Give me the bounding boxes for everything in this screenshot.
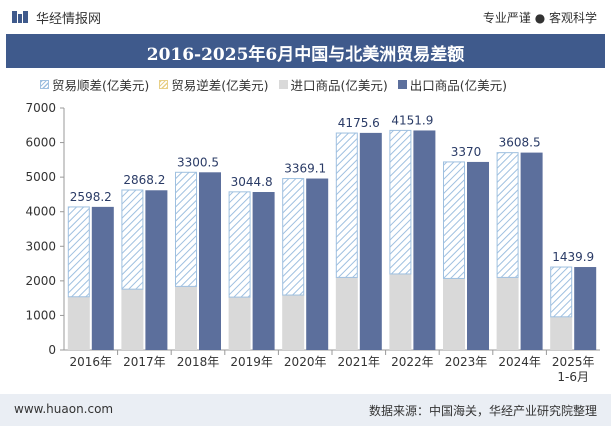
x-tick-label: 2022年 — [391, 355, 434, 369]
import-bar — [335, 277, 358, 350]
x-tick-label: 2023年 — [445, 355, 488, 369]
surplus-bar — [121, 189, 144, 290]
legend-label-surplus: 贸易顺差(亿美元) — [52, 78, 150, 93]
import-bar — [389, 273, 412, 350]
export-bar — [145, 190, 168, 350]
data-source: 数据来源：中国海关，华经产业研究院整理 — [368, 404, 597, 418]
surplus-data-label: 3300.5 — [177, 155, 219, 169]
legend-label-export: 出口商品(亿美元) — [409, 78, 508, 93]
axes: 0 1000 2000 3000 4000 5000 6000 7000 2016年 2017年 2… — [25, 101, 600, 384]
y-tick-label: 0 — [48, 343, 56, 357]
surplus-data-label: 2598.2 — [70, 190, 112, 204]
surplus-bar — [496, 152, 519, 278]
y-tick-label: 2000 — [25, 274, 56, 288]
legend-item-deficit: 贸易逆差(亿美元) — [159, 75, 269, 94]
import-bar — [443, 278, 465, 350]
surplus-bar — [550, 266, 573, 318]
surplus-data-label: 4175.6 — [338, 116, 380, 130]
x-tick-label: 2021年 — [338, 355, 381, 369]
surplus-bar — [228, 191, 251, 298]
y-tick-label: 3000 — [25, 239, 56, 253]
import-bar — [496, 277, 519, 350]
x-tick-label: 2024年 — [498, 355, 541, 369]
export-bar — [467, 161, 489, 350]
import-bar — [175, 286, 197, 350]
surplus-data-label: 3369.1 — [284, 162, 326, 176]
import-bar — [121, 289, 144, 350]
y-tick-label: 7000 — [25, 101, 56, 115]
bar-chart: 0 1000 2000 3000 4000 5000 6000 7000 2016年 2017年 2… — [25, 101, 600, 384]
legend-swatch-deficit — [159, 80, 169, 89]
footer: www.huaon.com 数据来源：中国海关，华经产业研究院整理 — [0, 394, 611, 426]
import-bar — [282, 295, 305, 350]
x-tick-label: 2016年 — [70, 355, 113, 369]
export-bar — [574, 267, 597, 350]
surplus-data-label: 3370 — [451, 145, 482, 159]
legend-item-import: 进口商品(亿美元) — [278, 75, 388, 94]
surplus-bar — [175, 171, 197, 287]
export-bar — [413, 130, 436, 350]
surplus-bar — [335, 132, 358, 278]
surplus-data-label: 3044.8 — [231, 175, 273, 189]
x-tick-label: 2019年 — [230, 355, 273, 369]
export-bar — [520, 152, 543, 350]
top-bar: 华经情报网 专业严谨 ● 客观科学 — [0, 0, 611, 34]
y-tick-label: 5000 — [25, 170, 56, 184]
surplus-bar — [389, 129, 412, 275]
bars — [67, 129, 597, 350]
export-bar — [199, 172, 221, 350]
y-tick-label: 4000 — [25, 205, 56, 219]
surplus-data-label: 4151.9 — [391, 113, 433, 127]
legend-item-export: 出口商品(亿美元) — [397, 75, 508, 94]
surplus-data-label: 2868.2 — [123, 173, 165, 187]
export-bar — [252, 192, 275, 350]
import-bar — [67, 296, 90, 350]
y-tick-label: 6000 — [25, 136, 56, 150]
legend-item-surplus: 贸易顺差(亿美元) — [40, 75, 149, 94]
brand-name: 华经情报网 — [36, 12, 102, 27]
logo-icon — [12, 11, 28, 23]
y-tick-label: 1000 — [25, 308, 56, 322]
import-bar — [550, 316, 573, 350]
legend-swatch-import — [278, 80, 288, 89]
surplus-bar — [67, 206, 90, 298]
x-tick-label: 2020年 — [284, 355, 327, 369]
surplus-data-label: 3608.5 — [499, 136, 541, 150]
legend-label-import: 进口商品(亿美元) — [290, 78, 388, 93]
x-tick-label: 2017年 — [123, 355, 166, 369]
chart-title: 2016-2025年6月中国与北美洲贸易差额 — [146, 45, 465, 65]
import-bar — [228, 297, 251, 350]
export-bar — [359, 132, 382, 350]
x-tick-label: 2018年 — [177, 355, 220, 369]
title-bar: 2016-2025年6月中国与北美洲贸易差额 — [6, 34, 605, 68]
x-tick-label: 2025年 1-6月 — [552, 355, 595, 384]
export-bar — [91, 206, 114, 350]
surplus-bar — [282, 178, 305, 296]
data-labels: 2598.2 2868.2 3300.5 3044.8 3369.1 4175.6 4151… — [70, 113, 594, 264]
export-bar — [306, 178, 329, 350]
surplus-bar — [443, 161, 465, 279]
legend: 贸易顺差(亿美元) 贸易逆差(亿美元) 进口商品(亿美元) 出口商品(亿美元) — [40, 75, 507, 94]
legend-label-deficit: 贸易逆差(亿美元) — [171, 78, 269, 93]
tagline: 专业严谨 ● 客观科学 — [482, 11, 597, 25]
website-link[interactable]: www.huaon.com — [14, 402, 114, 416]
surplus-data-label: 1439.9 — [552, 250, 594, 264]
legend-swatch-export — [397, 80, 407, 89]
legend-swatch-surplus — [40, 80, 49, 89]
